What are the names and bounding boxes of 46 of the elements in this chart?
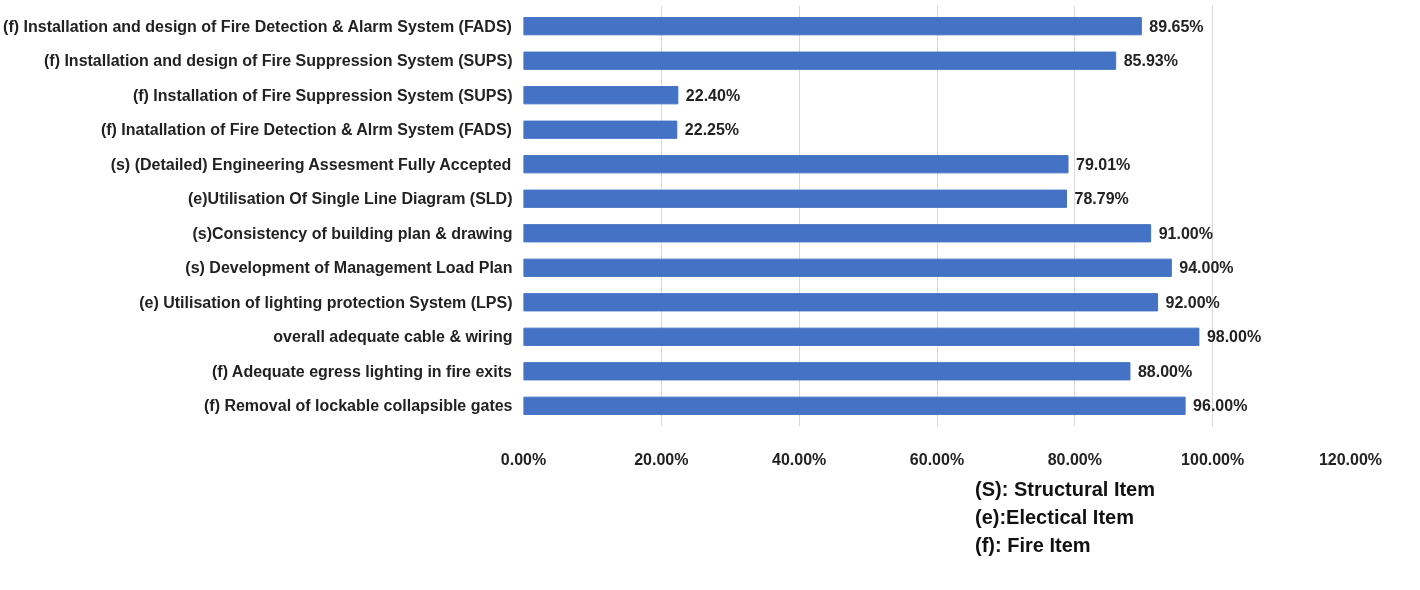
- y-tick-label: (f) Inatallation of Fire Detection & Alrm System (FADS): [100, 121, 512, 139]
- x-tick-label: 120.00%: [1318, 450, 1383, 468]
- bar: [523, 396, 1186, 415]
- x-tick-label: 20.00%: [634, 450, 689, 468]
- data-label: 92.00%: [1165, 293, 1220, 311]
- x-tick-label: 100.00%: [1181, 450, 1245, 468]
- y-tick-label: (f) Removal of lockable collapsible gates: [203, 397, 513, 415]
- y-tick-label: overall adequate cable & wiring: [273, 328, 513, 346]
- x-tick-label: 80.00%: [1047, 450, 1102, 468]
- y-tick-label: (e) Utilisation of lighting protection System (LPS): [139, 293, 513, 311]
- data-label: 88.00%: [1137, 362, 1193, 380]
- y-tick-label: (f) Installation and design of Fire Detection & Alarm System (FADS): [3, 17, 512, 35]
- y-tick-label: (s) Development of Management Load Plan: [185, 259, 513, 277]
- bar: [523, 17, 1142, 36]
- x-tick-label: 40.00%: [772, 450, 827, 468]
- y-tick-label: (s) (Detailed) Engineering Assesment Fully Accepted: [110, 155, 512, 173]
- data-label: 79.01%: [1076, 155, 1131, 173]
- bar: [523, 224, 1152, 243]
- bar: [523, 258, 1172, 277]
- bar: [523, 120, 678, 139]
- y-tick-label: (f) Installation and design of Fire Suppression System (SUPS): [43, 52, 513, 70]
- y-tick-label: (e)Utilisation Of Single Line Diagram (SLD): [188, 190, 513, 208]
- data-label: 98.00%: [1206, 328, 1262, 346]
- x-tick-label: 0.00%: [500, 450, 547, 468]
- data-label: 22.40%: [685, 86, 741, 104]
- data-label: 85.93%: [1123, 52, 1178, 70]
- data-label: 96.00%: [1193, 397, 1248, 415]
- data-label: 89.65%: [1149, 17, 1204, 35]
- x-tick-label: 60.00%: [909, 450, 965, 468]
- y-tick-label: (f) Installation of Fire Suppression System (SUPS): [132, 86, 513, 104]
- data-label: 22.25%: [684, 121, 740, 139]
- bar: [523, 155, 1069, 174]
- bar: [523, 327, 1200, 346]
- bar: [523, 86, 679, 105]
- bar: [523, 293, 1159, 312]
- text: (e):Electical Item: [975, 506, 1134, 528]
- data-label: 91.00%: [1158, 224, 1213, 242]
- bar: [523, 51, 1117, 70]
- bar: [523, 189, 1067, 208]
- data-label: 78.79%: [1074, 190, 1129, 208]
- data-label: 94.00%: [1179, 259, 1234, 277]
- text: (S): Structural Item: [975, 478, 1156, 500]
- bar: [523, 362, 1131, 381]
- text: (f): Fire Item: [975, 534, 1091, 556]
- y-tick-label: (f) Adequate egress lighting in fire exits: [212, 362, 513, 380]
- y-tick-label: (s)Consistency of building plan & drawing: [192, 224, 513, 242]
